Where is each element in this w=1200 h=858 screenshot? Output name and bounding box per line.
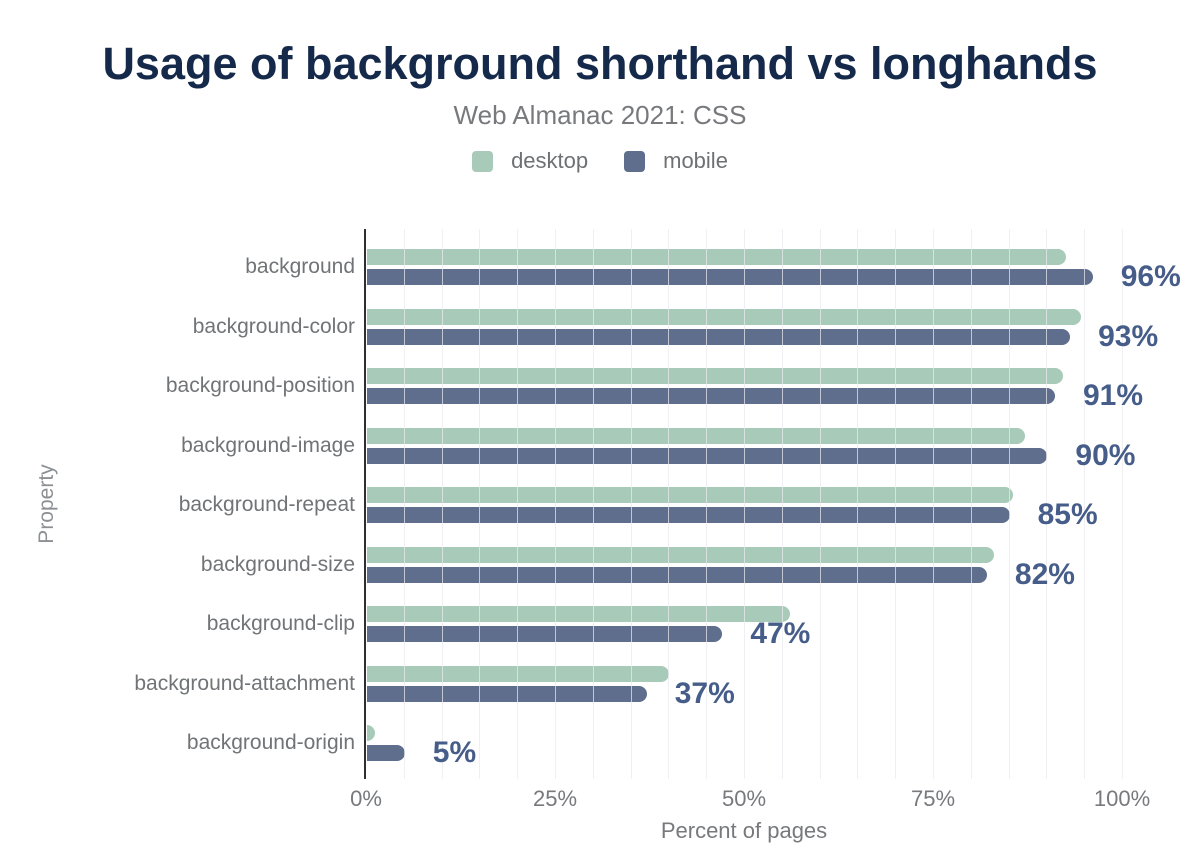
y-axis-label-background-clip: background-clip (206, 612, 355, 635)
y-axis-label-background-repeat: background-repeat (178, 493, 355, 516)
x-axis-title: Percent of pages (660, 818, 828, 843)
gridline (1122, 229, 1123, 779)
bar-desktop-background-clip (367, 606, 791, 622)
value-label-background-origin: 5% (432, 736, 477, 769)
value-label-background-attachment: 37% (674, 676, 735, 710)
y-axis-label-background: background (245, 255, 355, 278)
y-axis-label-background-position: background-position (165, 374, 355, 397)
x-tick-0%: 0% (350, 786, 382, 811)
gridline (479, 229, 481, 779)
gridline (630, 229, 632, 779)
bar-mobile-background-image (367, 447, 1048, 464)
value-label-background-color: 93% (1098, 319, 1159, 353)
gridline (933, 229, 934, 779)
gridline (592, 229, 594, 779)
value-label-background: 96% (1120, 260, 1181, 293)
legend-item-mobile: mobile (624, 148, 728, 174)
value-label-background-size: 82% (1014, 557, 1075, 591)
bar-desktop-background-color (367, 308, 1082, 325)
bar-desktop-background-image (367, 427, 1025, 444)
x-tick-100%: 100% (1093, 786, 1151, 811)
bar-mobile-background-origin (367, 745, 405, 761)
gridline (970, 229, 972, 779)
gridline (744, 229, 745, 779)
gridline (1084, 229, 1086, 779)
gridline (857, 229, 859, 779)
bar-desktop-background-repeat (367, 487, 1014, 503)
bar-desktop-background (367, 249, 1067, 265)
value-label-background-position: 91% (1082, 379, 1143, 412)
bar-mobile-background (367, 269, 1093, 285)
desktop-swatch-icon (472, 150, 494, 172)
gridline (555, 229, 556, 779)
gridline (895, 229, 897, 779)
chart-title: Usage of background shorthand vs longhan… (102, 38, 1098, 89)
legend-item-desktop: desktop (472, 148, 588, 174)
bar-mobile-background-color (367, 328, 1071, 345)
x-tick-75%: 75% (910, 786, 956, 811)
bar-desktop-background-attachment (367, 665, 670, 682)
y-axis-label-background-origin: background-origin (186, 731, 355, 754)
bar-mobile-background-attachment (367, 685, 647, 702)
value-label-background-image: 90% (1075, 438, 1136, 472)
gridline (1046, 229, 1048, 779)
gridline (819, 229, 821, 779)
bar-mobile-background-clip (367, 626, 723, 642)
gridline (781, 229, 783, 779)
bar-mobile-background-size (367, 566, 987, 583)
bar-mobile-background-repeat (367, 507, 1010, 523)
legend-label-desktop: desktop (511, 148, 589, 173)
legend: desktop mobile (0, 148, 1200, 174)
gridline (517, 229, 519, 779)
y-axis-label-background-size: background-size (200, 552, 355, 576)
legend-label-mobile: mobile (663, 148, 728, 173)
gridline (1008, 229, 1010, 779)
x-tick-25%: 25% (532, 786, 578, 811)
bar-desktop-background-size (367, 546, 995, 563)
bar-desktop-background-position (367, 368, 1063, 384)
gridline (441, 229, 443, 779)
y-axis-line (364, 229, 366, 779)
bar-desktop-background-origin (367, 725, 375, 741)
y-axis-label-background-image: background-image (181, 433, 355, 457)
gridline (403, 229, 405, 779)
gridline (668, 229, 670, 779)
gridline (706, 229, 708, 779)
value-label-background-repeat: 85% (1037, 498, 1098, 531)
value-label-background-clip: 47% (750, 617, 811, 650)
bar-mobile-background-position (367, 388, 1055, 404)
chart-subtitle: Web Almanac 2021: CSS (453, 100, 747, 130)
y-axis-label-background-color: background-color (192, 314, 355, 338)
x-tick-50%: 50% (721, 786, 767, 811)
y-axis-label-background-attachment: background-attachment (134, 671, 355, 695)
mobile-swatch-icon (624, 150, 646, 172)
